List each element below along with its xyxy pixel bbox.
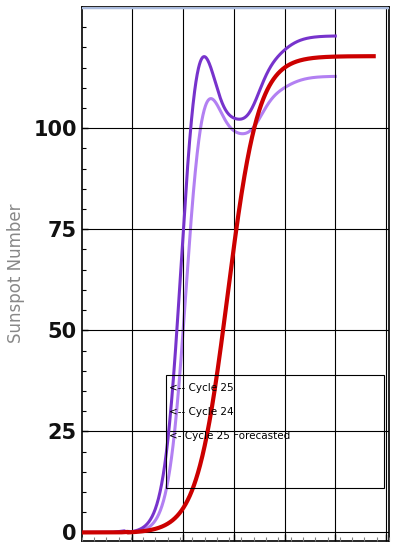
Bar	[166, 375, 385, 488]
Text: <-- Cycle 24: <-- Cycle 24	[169, 407, 234, 417]
Text: <-- Cycle 25: <-- Cycle 25	[169, 383, 234, 393]
Y-axis label: Sunspot Number: Sunspot Number	[7, 204, 25, 343]
Text: <- Cycle 25 Forecasted: <- Cycle 25 Forecasted	[169, 431, 291, 441]
